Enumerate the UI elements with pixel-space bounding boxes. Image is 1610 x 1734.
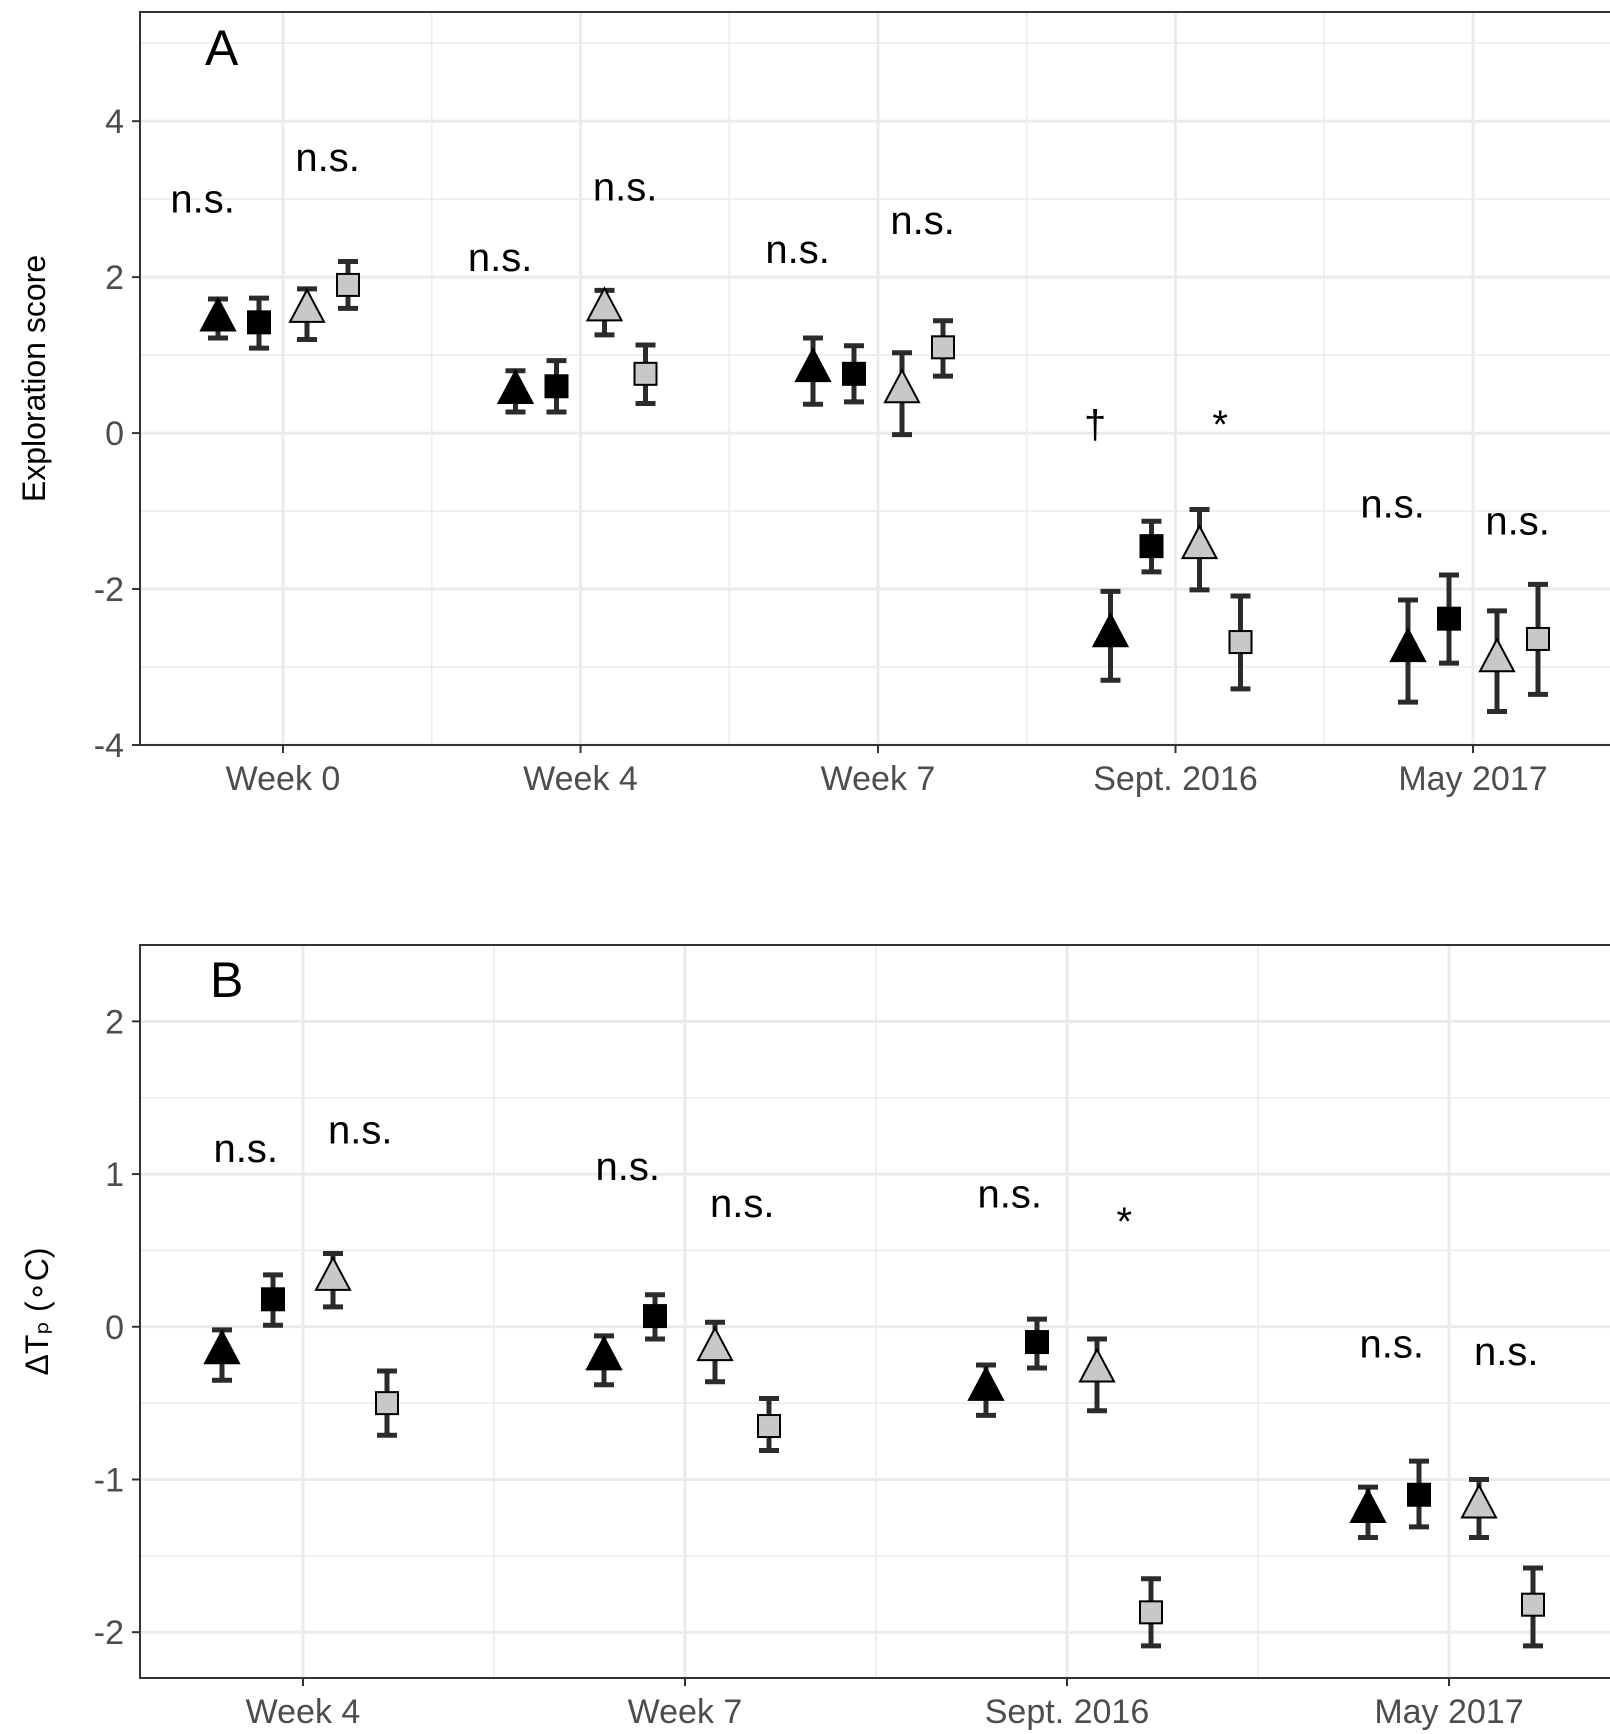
significance-label: n.s. [593, 166, 657, 210]
data-point-triangle [1460, 1483, 1498, 1519]
significance-label: n.s. [170, 177, 234, 221]
data-point-square [1526, 626, 1550, 651]
y-tick-label: -1 [94, 1461, 124, 1499]
x-tick-label: Week 4 [523, 760, 638, 798]
y-tick-label: 0 [105, 415, 124, 453]
data-point-square [261, 1287, 285, 1312]
x-tick-label: May 2017 [1374, 1693, 1523, 1731]
x-tick-label: Week 0 [226, 760, 341, 798]
data-point-square [1139, 534, 1164, 559]
plot-background [140, 12, 1610, 745]
significance-label: n.s. [890, 199, 954, 243]
data-point-triangle [203, 1329, 241, 1365]
data-point-square [643, 1304, 667, 1329]
data-point-square [931, 335, 955, 360]
data-point-square [1407, 1482, 1431, 1507]
x-tick-label: Sept. 2016 [1093, 760, 1257, 798]
data-point-square [247, 310, 271, 335]
y-tick-label: -4 [94, 727, 124, 765]
data-point-square [757, 1414, 781, 1439]
data-point-triangle [1180, 524, 1219, 560]
significance-label: * [1117, 1200, 1133, 1244]
data-point-square [1139, 1600, 1163, 1625]
data-point-square [1521, 1592, 1545, 1617]
data-point-square [1025, 1330, 1049, 1355]
data-point-square [842, 361, 866, 386]
data-point-triangle [1091, 612, 1130, 648]
data-point-triangle [585, 1335, 623, 1371]
x-tick-label: Week 7 [628, 1693, 743, 1731]
x-tick-label: Sept. 2016 [985, 1693, 1149, 1731]
significance-label: n.s. [765, 228, 829, 272]
panel-border [139, 944, 1610, 1679]
y-tick-label: 2 [105, 1003, 124, 1041]
data-point-square [1437, 606, 1461, 631]
panel-letter: B [210, 952, 243, 1008]
significance-label: n.s. [1359, 1322, 1423, 1366]
significance-label: n.s. [710, 1182, 774, 1226]
significance-label: n.s. [1360, 482, 1424, 526]
significance-label: n.s. [295, 136, 359, 180]
data-point-triangle [883, 368, 921, 404]
data-point-triangle [1078, 1347, 1116, 1383]
significance-label: n.s. [1474, 1330, 1538, 1374]
panel-a-exploration-score: -4 -2 0 2 4 Week 0 Week 4 Week 7 Sept. 2016 May 2… [16, 11, 1610, 798]
significance-label: n.s. [213, 1127, 277, 1171]
panel-border [139, 11, 1610, 746]
y-tick-label: 2 [105, 259, 124, 297]
data-point-triangle [696, 1326, 734, 1362]
significance-label: † [1084, 403, 1106, 447]
data-point-triangle [585, 286, 624, 322]
data-point-triangle [1389, 626, 1427, 663]
panel-letter: A [205, 20, 239, 76]
significance-label: n.s. [595, 1145, 659, 1189]
significance-label: n.s. [328, 1109, 392, 1153]
y-tick-label: -2 [94, 571, 124, 609]
data-point-square [1228, 630, 1253, 655]
significance-label: n.s. [1485, 499, 1549, 543]
x-tick-label: Week 4 [246, 1693, 361, 1731]
significance-label: * [1212, 403, 1228, 447]
data-point-square [544, 374, 569, 399]
y-tick-label: 1 [105, 1156, 124, 1194]
data-point-square [633, 361, 658, 386]
y-axis-title: Exploration score [16, 255, 52, 502]
data-point-square [375, 1391, 399, 1416]
y-tick-label: 4 [105, 103, 124, 141]
data-point-triangle [496, 368, 535, 404]
data-point-triangle [288, 287, 326, 323]
y-tick-label: -2 [94, 1614, 124, 1652]
x-tick-label: Week 7 [821, 760, 936, 798]
data-point-triangle [314, 1255, 352, 1291]
y-axis-title: ΔTₚ (∘C) [19, 1248, 55, 1376]
significance-label: n.s. [977, 1173, 1041, 1217]
y-tick-label: 0 [105, 1309, 124, 1347]
x-tick-label: May 2017 [1398, 760, 1547, 798]
plot-background [140, 945, 1610, 1678]
data-point-triangle [1478, 637, 1516, 673]
panel-b-delta-tp: -2 -1 0 1 2 Week 4 Week 7 Sept. 2016 May 2017 ΔTₚ… [19, 944, 1610, 1731]
data-point-triangle [794, 347, 832, 383]
significance-label: n.s. [468, 236, 532, 280]
data-point-triangle [1349, 1487, 1387, 1524]
data-point-triangle [199, 296, 237, 332]
data-point-square [336, 272, 360, 297]
data-point-triangle [967, 1365, 1005, 1401]
